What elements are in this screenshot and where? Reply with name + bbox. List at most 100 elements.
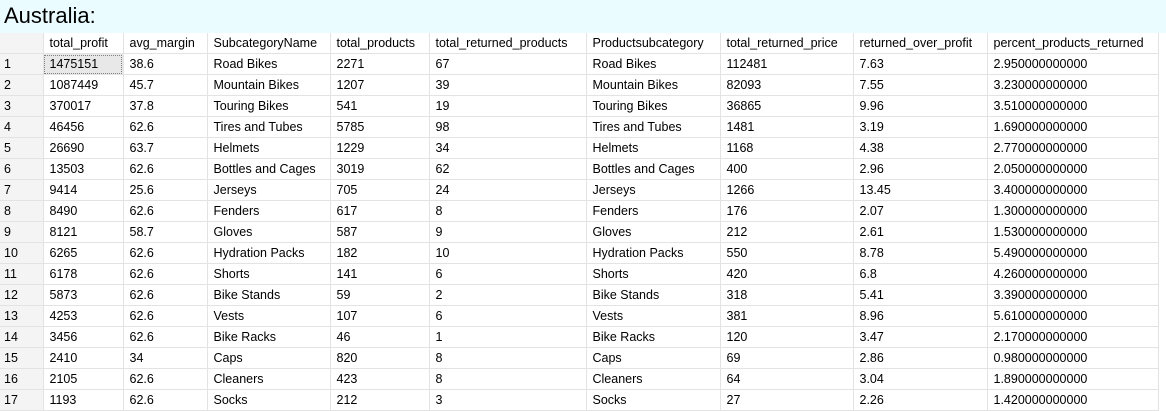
table-cell[interactable]: Socks — [586, 389, 721, 411]
table-cell[interactable]: Socks — [207, 389, 331, 411]
column-header[interactable]: total_returned_price — [720, 33, 854, 54]
table-cell[interactable]: 62.6 — [123, 284, 208, 306]
table-cell[interactable]: 2.61 — [853, 221, 988, 243]
table-cell[interactable]: 3 — [429, 389, 587, 411]
table-cell[interactable]: 62.6 — [123, 158, 208, 180]
results-grid[interactable]: total_profit avg_margin SubcategoryName … — [0, 33, 1166, 411]
table-cell[interactable]: 176 — [720, 200, 854, 222]
table-cell[interactable]: 45.7 — [123, 74, 208, 96]
table-cell[interactable]: 141 — [330, 263, 430, 285]
column-header[interactable]: total_profit — [43, 33, 124, 54]
table-cell[interactable]: 58.7 — [123, 221, 208, 243]
table-cell[interactable]: 25.6 — [123, 179, 208, 201]
table-cell[interactable]: 4.38 — [853, 137, 988, 159]
table-cell[interactable]: 64 — [720, 368, 854, 390]
table-row[interactable]: 13 4253 62.6 Vests 107 6 Vests 381 8.96 5.6100000… — [0, 305, 1159, 327]
table-cell[interactable]: Mountain Bikes — [207, 74, 331, 96]
table-row[interactable]: 15 2410 34 Caps 820 8 Caps 69 2.86 0.980000000000 — [0, 347, 1159, 369]
row-number[interactable]: 13 — [0, 305, 44, 327]
row-number[interactable]: 2 — [0, 74, 44, 96]
column-header[interactable]: returned_over_profit — [853, 33, 988, 54]
column-header[interactable]: SubcategoryName — [207, 33, 331, 54]
table-cell[interactable]: Bike Racks — [586, 326, 721, 348]
table-row[interactable]: 17 1193 62.6 Socks 212 3 Socks 27 2.26 1.42000000… — [0, 389, 1159, 411]
table-cell[interactable]: 62.6 — [123, 116, 208, 138]
table-cell[interactable]: 3.510000000000 — [987, 95, 1159, 117]
table-cell[interactable]: Vests — [586, 305, 721, 327]
table-cell[interactable]: 1207 — [330, 74, 430, 96]
column-header[interactable]: total_products — [330, 33, 430, 54]
table-cell[interactable]: 4253 — [43, 305, 124, 327]
table-cell[interactable]: 67 — [429, 53, 587, 75]
table-cell[interactable]: 1229 — [330, 137, 430, 159]
table-row[interactable]: 16 2105 62.6 Cleaners 423 8 Cleaners 64 3.04 1.89… — [0, 368, 1159, 390]
table-cell[interactable]: 4.260000000000 — [987, 263, 1159, 285]
table-cell[interactable]: 59 — [330, 284, 430, 306]
table-cell[interactable]: Hydration Packs — [586, 242, 721, 264]
table-cell[interactable]: 3.390000000000 — [987, 284, 1159, 306]
row-number[interactable]: 1 — [0, 53, 44, 75]
row-number[interactable]: 9 — [0, 221, 44, 243]
row-number[interactable]: 3 — [0, 95, 44, 117]
table-cell[interactable]: Road Bikes — [207, 53, 331, 75]
table-cell[interactable]: 98 — [429, 116, 587, 138]
table-cell[interactable]: 62 — [429, 158, 587, 180]
table-cell[interactable]: 2.050000000000 — [987, 158, 1159, 180]
table-cell[interactable]: Shorts — [586, 263, 721, 285]
table-cell[interactable]: 37.8 — [123, 95, 208, 117]
table-cell[interactable]: 8 — [429, 368, 587, 390]
table-cell[interactable]: Bike Racks — [207, 326, 331, 348]
table-cell[interactable]: 6 — [429, 263, 587, 285]
table-row[interactable]: 14 3456 62.6 Bike Racks 46 1 Bike Racks 120 3.47… — [0, 326, 1159, 348]
table-cell[interactable]: 3.400000000000 — [987, 179, 1159, 201]
table-cell[interactable]: 3.230000000000 — [987, 74, 1159, 96]
table-cell[interactable]: 9414 — [43, 179, 124, 201]
column-header[interactable]: Productsubcategory — [586, 33, 721, 54]
table-cell[interactable]: 107 — [330, 305, 430, 327]
table-cell[interactable]: 587 — [330, 221, 430, 243]
table-cell[interactable]: 8121 — [43, 221, 124, 243]
table-cell[interactable]: 705 — [330, 179, 430, 201]
table-cell[interactable]: 1168 — [720, 137, 854, 159]
row-number[interactable]: 15 — [0, 347, 44, 369]
row-number[interactable]: 4 — [0, 116, 44, 138]
table-cell[interactable]: 3019 — [330, 158, 430, 180]
table-cell[interactable]: 182 — [330, 242, 430, 264]
table-cell[interactable]: 112481 — [720, 53, 854, 75]
table-cell[interactable]: 2.26 — [853, 389, 988, 411]
table-cell[interactable]: Bike Stands — [586, 284, 721, 306]
table-cell[interactable]: 381 — [720, 305, 854, 327]
table-cell[interactable]: Shorts — [207, 263, 331, 285]
table-cell[interactable]: 8490 — [43, 200, 124, 222]
table-cell[interactable]: 13.45 — [853, 179, 988, 201]
table-cell[interactable]: Fenders — [586, 200, 721, 222]
table-cell[interactable]: Touring Bikes — [207, 95, 331, 117]
table-cell[interactable]: 541 — [330, 95, 430, 117]
table-cell[interactable]: Touring Bikes — [586, 95, 721, 117]
table-cell[interactable]: 820 — [330, 347, 430, 369]
table-cell[interactable]: 2271 — [330, 53, 430, 75]
table-cell[interactable]: 400 — [720, 158, 854, 180]
table-cell[interactable]: 318 — [720, 284, 854, 306]
table-row[interactable]: 2 1087449 45.7 Mountain Bikes 1207 39 Mountain… — [0, 74, 1159, 96]
table-cell[interactable]: 5785 — [330, 116, 430, 138]
table-cell[interactable]: Jerseys — [586, 179, 721, 201]
table-row[interactable]: 5 26690 63.7 Helmets 1229 34 Helmets 1168 4.38 2.… — [0, 137, 1159, 159]
table-cell[interactable]: 10 — [429, 242, 587, 264]
table-cell[interactable]: 3.19 — [853, 116, 988, 138]
table-cell[interactable]: Helmets — [586, 137, 721, 159]
table-cell[interactable]: Gloves — [586, 221, 721, 243]
table-cell[interactable]: Bottles and Cages — [207, 158, 331, 180]
column-header[interactable]: avg_margin — [123, 33, 208, 54]
table-cell[interactable]: 13503 — [43, 158, 124, 180]
table-cell[interactable]: 6265 — [43, 242, 124, 264]
table-cell[interactable]: Tires and Tubes — [207, 116, 331, 138]
table-cell[interactable]: 1.530000000000 — [987, 221, 1159, 243]
table-cell[interactable]: 19 — [429, 95, 587, 117]
table-cell[interactable]: Jerseys — [207, 179, 331, 201]
table-cell[interactable]: 38.6 — [123, 53, 208, 75]
table-cell[interactable]: 9 — [429, 221, 587, 243]
table-cell[interactable]: 423 — [330, 368, 430, 390]
table-cell[interactable]: 212 — [720, 221, 854, 243]
table-cell[interactable]: 46 — [330, 326, 430, 348]
